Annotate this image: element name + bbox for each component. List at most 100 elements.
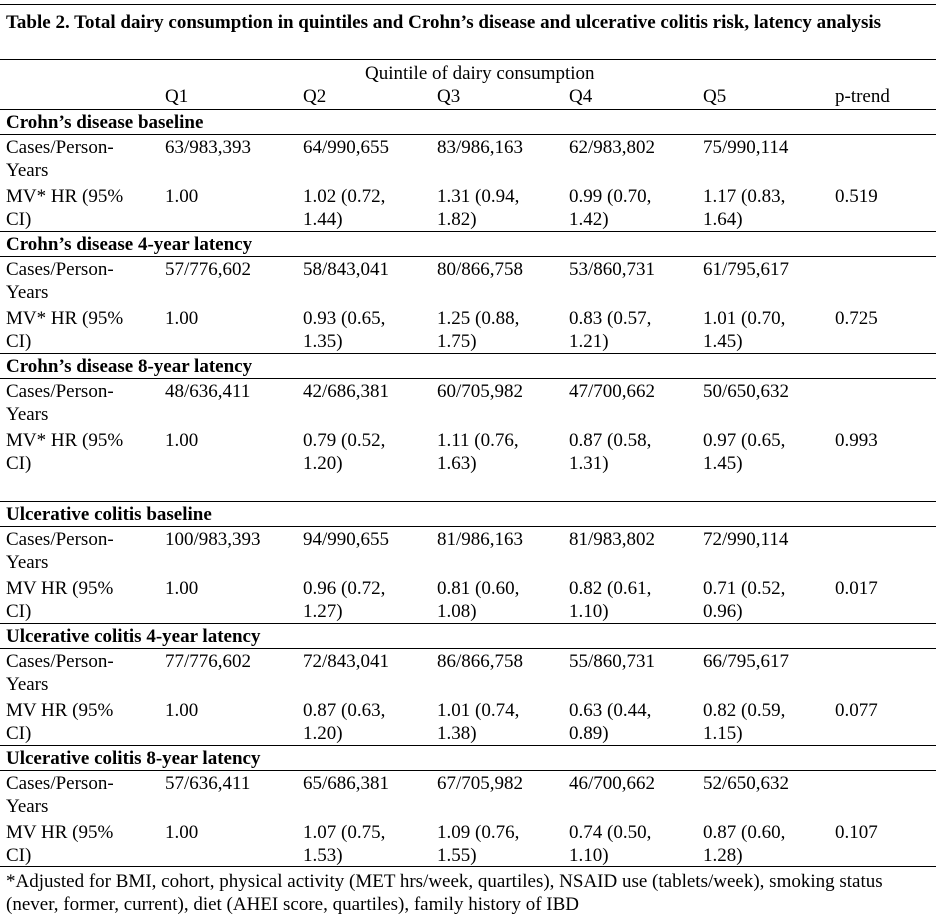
- table-title: Table 2. Total dairy consumption in quin…: [6, 12, 882, 33]
- table-cell: 100/983,393: [165, 529, 261, 550]
- row-label: Cases/Person-: [6, 529, 114, 550]
- table-cell: 0.96 (0.72,: [303, 578, 386, 599]
- column-header: Q2: [303, 86, 327, 107]
- section-heading-rule: [0, 134, 936, 135]
- table-cell: 0.87 (0.63,: [303, 700, 386, 721]
- table-cell: 81/986,163: [437, 529, 524, 550]
- row-label: MV* HR (95%: [6, 186, 124, 207]
- table-cell: 1.09 (0.76,: [437, 822, 520, 843]
- table-cell: 0.93 (0.65,: [303, 308, 386, 329]
- table-cell: 1.10): [569, 601, 609, 622]
- table-cell: 0.96): [703, 601, 743, 622]
- row-label: Cases/Person-: [6, 651, 114, 672]
- table-cell: 62/983,802: [569, 137, 656, 158]
- table-cell: 1.45): [703, 453, 743, 474]
- table-cell: 0.89): [569, 723, 609, 744]
- table-cell: 1.20): [303, 453, 343, 474]
- table-cell: 1.55): [437, 845, 477, 866]
- table-cell: 83/986,163: [437, 137, 524, 158]
- row-label: Cases/Person-: [6, 137, 114, 158]
- table-cell: 57/636,411: [165, 773, 251, 794]
- row-label: CI): [6, 331, 32, 352]
- table-cell: 0.97 (0.65,: [703, 430, 786, 451]
- table-cell: 1.00: [165, 308, 199, 329]
- top-rule: [0, 4, 936, 5]
- section-heading-rule: [0, 256, 936, 257]
- table-cell: 1.00: [165, 822, 199, 843]
- table-cell: 1.38): [437, 723, 477, 744]
- table-cell: 1.21): [569, 331, 609, 352]
- row-label: Years: [6, 160, 49, 181]
- table-cell: 1.02 (0.72,: [303, 186, 386, 207]
- table-cell: 1.01 (0.70,: [703, 308, 786, 329]
- table-cell: 1.01 (0.74,: [437, 700, 520, 721]
- row-label: Cases/Person-: [6, 259, 114, 280]
- row-label: CI): [6, 453, 32, 474]
- table-cell: 1.53): [303, 845, 343, 866]
- table-cell: 0.519: [835, 186, 878, 207]
- table-cell: 1.00: [165, 430, 199, 451]
- table-cell: 0.993: [835, 430, 878, 451]
- section-heading: Ulcerative colitis 4-year latency: [6, 626, 261, 647]
- table-cell: 0.077: [835, 700, 878, 721]
- section-rule: [0, 353, 936, 354]
- table-cell: 58/843,041: [303, 259, 390, 280]
- table-cell: 67/705,982: [437, 773, 524, 794]
- table-cell: 1.42): [569, 209, 609, 230]
- table-cell: 0.99 (0.70,: [569, 186, 652, 207]
- table-cell: 46/700,662: [569, 773, 656, 794]
- table-cell: 1.20): [303, 723, 343, 744]
- table-cell: 63/983,393: [165, 137, 252, 158]
- column-header: Q5: [703, 86, 727, 107]
- section-heading-rule: [0, 526, 936, 527]
- table-cell: 64/990,655: [303, 137, 390, 158]
- table-cell: 1.28): [703, 845, 743, 866]
- table-cell: 65/686,381: [303, 773, 390, 794]
- table-cell: 48/636,411: [165, 381, 251, 402]
- table-cell: 60/705,982: [437, 381, 524, 402]
- table-cell: 47/700,662: [569, 381, 656, 402]
- header-rule: [0, 109, 936, 110]
- section-heading: Ulcerative colitis baseline: [6, 504, 212, 525]
- row-label: Years: [6, 552, 49, 573]
- table-cell: 53/860,731: [569, 259, 656, 280]
- table-cell: 72/990,114: [703, 529, 789, 550]
- table-cell: 1.45): [703, 331, 743, 352]
- table-cell: 1.08): [437, 601, 477, 622]
- table-cell: 1.11 (0.76,: [437, 430, 519, 451]
- table-cell: 81/983,802: [569, 529, 656, 550]
- section-rule: [0, 745, 936, 746]
- row-label: Years: [6, 282, 49, 303]
- table-cell: 86/866,758: [437, 651, 524, 672]
- table-cell: 77/776,602: [165, 651, 252, 672]
- table-cell: 0.82 (0.61,: [569, 578, 652, 599]
- row-label: CI): [6, 723, 32, 744]
- row-label: Years: [6, 674, 49, 695]
- table-cell: 1.27): [303, 601, 343, 622]
- table-cell: 0.83 (0.57,: [569, 308, 652, 329]
- table-cell: 1.17 (0.83,: [703, 186, 786, 207]
- table-cell: 50/650,632: [703, 381, 790, 402]
- table-cell: 72/843,041: [303, 651, 390, 672]
- row-label: Years: [6, 404, 49, 425]
- section-heading: Crohn’s disease 4-year latency: [6, 234, 253, 255]
- table-cell: 75/990,114: [703, 137, 789, 158]
- bottom-rule: [0, 866, 936, 867]
- table-cell: 1.00: [165, 578, 199, 599]
- table-cell: 1.31 (0.94,: [437, 186, 520, 207]
- table-cell: 0.71 (0.52,: [703, 578, 786, 599]
- row-label: CI): [6, 601, 32, 622]
- table-cell: 1.10): [569, 845, 609, 866]
- table-cell: 1.63): [437, 453, 477, 474]
- row-label: MV HR (95%: [6, 700, 114, 721]
- section-rule: [0, 623, 936, 624]
- table-cell: 1.44): [303, 209, 343, 230]
- table-cell: 1.25 (0.88,: [437, 308, 520, 329]
- section-heading-rule: [0, 378, 936, 379]
- column-header: Q3: [437, 86, 461, 107]
- row-label: MV* HR (95%: [6, 308, 124, 329]
- table-cell: 0.725: [835, 308, 878, 329]
- table-cell: 66/795,617: [703, 651, 790, 672]
- table-cell: 0.87 (0.60,: [703, 822, 786, 843]
- section-rule: [0, 501, 936, 502]
